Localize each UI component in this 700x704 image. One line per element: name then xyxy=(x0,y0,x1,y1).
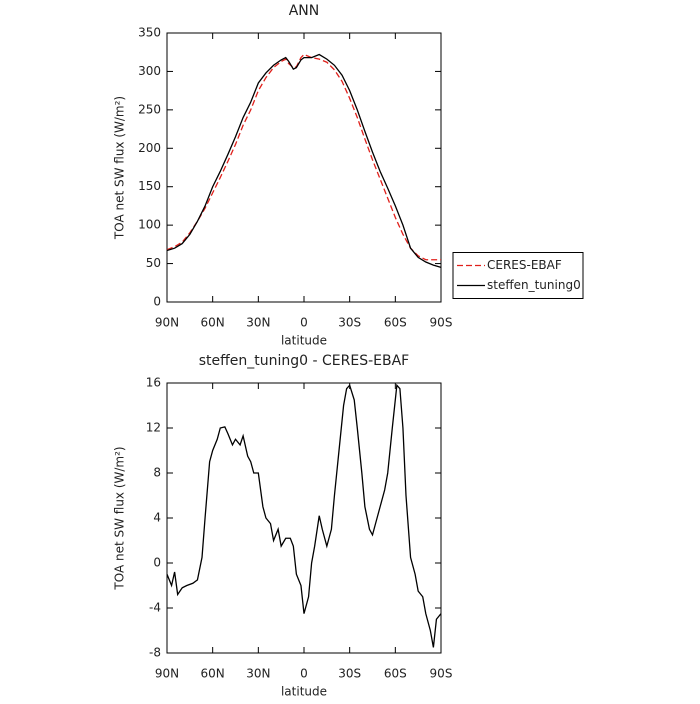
x-tick-label: 60N xyxy=(201,316,225,330)
x-tick-label: 30N xyxy=(246,316,270,330)
data-line xyxy=(166,383,442,648)
y-tick-label: 100 xyxy=(138,218,161,232)
x-tick-label: 30N xyxy=(246,667,270,681)
y-tick-label: 200 xyxy=(138,141,161,155)
y-tick-label: 350 xyxy=(138,26,161,40)
y-axis-label: TOA net SW flux (W/m²) xyxy=(113,96,127,240)
legend-box xyxy=(452,252,584,299)
x-tick-label: 60S xyxy=(384,667,407,681)
plot-frame xyxy=(166,32,442,303)
data-line xyxy=(166,53,441,261)
y-tick-label: 250 xyxy=(138,102,161,116)
x-tick-label: 30S xyxy=(338,316,361,330)
x-tick-label: 60N xyxy=(201,667,225,681)
x-tick-label: 0 xyxy=(300,667,308,681)
x-tick-label: 90N xyxy=(155,316,179,330)
y-tick-label: 0 xyxy=(153,295,161,309)
y-tick-label: 50 xyxy=(146,256,161,270)
x-tick-label: 30S xyxy=(338,667,361,681)
legend-label: CERES-EBAF xyxy=(487,258,562,272)
x-tick-label: 0 xyxy=(300,316,308,330)
y-tick-label: -4 xyxy=(149,601,161,615)
y-tick-label: 16 xyxy=(146,376,161,390)
data-line xyxy=(166,53,442,269)
x-tick-label: 90S xyxy=(430,316,453,330)
y-tick-label: 0 xyxy=(153,556,161,570)
x-axis-label: latitude xyxy=(281,334,327,348)
y-tick-label: 300 xyxy=(138,64,161,78)
x-tick-label: 90S xyxy=(430,667,453,681)
legend-label: steffen_tuning0 xyxy=(487,278,581,292)
x-tick-label: 90N xyxy=(155,667,179,681)
y-tick-label: 8 xyxy=(153,466,161,480)
plot-frame xyxy=(166,382,442,654)
y-tick-label: 12 xyxy=(146,421,161,435)
y-tick-label: -8 xyxy=(149,646,161,660)
x-tick-label: 60S xyxy=(384,316,407,330)
chart-title: ANN xyxy=(289,3,320,19)
y-axis-label: TOA net SW flux (W/m²) xyxy=(113,446,127,590)
y-tick-label: 4 xyxy=(153,511,161,525)
y-tick-label: 150 xyxy=(138,179,161,193)
chart-title: steffen_tuning0 - CERES-EBAF xyxy=(199,353,410,369)
x-axis-label: latitude xyxy=(281,685,327,699)
